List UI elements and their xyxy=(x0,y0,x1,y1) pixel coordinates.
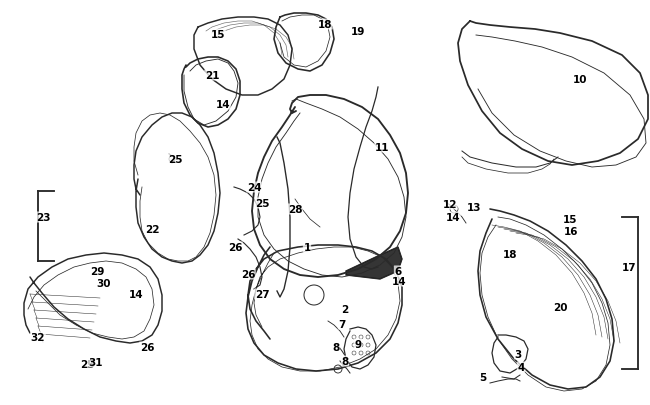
Text: 13: 13 xyxy=(467,202,481,213)
Text: 25: 25 xyxy=(168,155,182,164)
Text: 14: 14 xyxy=(446,213,460,222)
Text: 6: 6 xyxy=(395,266,402,276)
Text: 11: 11 xyxy=(375,143,389,153)
Text: 2: 2 xyxy=(341,304,348,314)
Text: 8: 8 xyxy=(332,342,339,352)
Text: 30: 30 xyxy=(97,278,111,288)
Text: 25: 25 xyxy=(80,359,94,369)
Text: 17: 17 xyxy=(621,262,636,272)
Text: 23: 23 xyxy=(36,213,50,222)
Text: 16: 16 xyxy=(564,226,578,237)
Text: 3: 3 xyxy=(514,349,521,359)
Text: 15: 15 xyxy=(211,30,226,40)
Text: 5: 5 xyxy=(480,372,487,382)
Text: 26: 26 xyxy=(227,243,242,252)
Text: 7: 7 xyxy=(338,319,346,329)
Text: 28: 28 xyxy=(288,205,302,215)
Text: 25: 25 xyxy=(255,198,269,209)
Text: 8: 8 xyxy=(341,356,348,366)
Text: 19: 19 xyxy=(351,27,365,37)
Text: 26: 26 xyxy=(140,342,154,352)
Text: 26: 26 xyxy=(240,269,255,279)
Polygon shape xyxy=(346,247,402,279)
Text: 15: 15 xyxy=(563,215,577,224)
Text: 9: 9 xyxy=(354,339,361,349)
Text: 12: 12 xyxy=(443,200,457,209)
Text: 1: 1 xyxy=(304,243,311,252)
Text: 14: 14 xyxy=(392,276,406,286)
Text: 21: 21 xyxy=(205,71,219,81)
Text: 18: 18 xyxy=(502,249,517,259)
Text: 20: 20 xyxy=(552,302,567,312)
Text: 32: 32 xyxy=(31,332,46,342)
Text: 31: 31 xyxy=(89,357,103,367)
Text: 14: 14 xyxy=(129,289,143,299)
Text: 4: 4 xyxy=(517,362,525,372)
Text: 14: 14 xyxy=(216,100,230,110)
Text: 24: 24 xyxy=(247,183,261,192)
Text: 18: 18 xyxy=(318,20,332,30)
Text: 22: 22 xyxy=(145,224,159,234)
Text: 29: 29 xyxy=(90,266,104,276)
Text: 10: 10 xyxy=(573,75,587,85)
Text: 27: 27 xyxy=(255,289,269,299)
